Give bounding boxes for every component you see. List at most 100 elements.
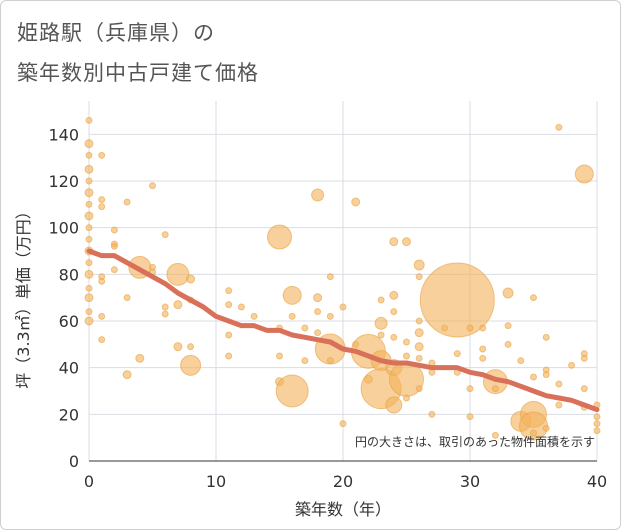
x-tick-label: 0	[84, 472, 94, 491]
data-bubble	[593, 420, 601, 428]
data-bubble	[593, 413, 601, 421]
data-bubble	[339, 420, 347, 428]
data-bubble	[415, 273, 423, 281]
data-bubble	[568, 361, 576, 369]
data-bubble	[402, 237, 411, 247]
data-bubble	[491, 385, 499, 393]
data-bubble	[403, 352, 410, 360]
data-bubble	[313, 293, 323, 303]
data-bubble	[267, 224, 292, 250]
data-bubble	[98, 151, 106, 159]
data-bubble	[98, 277, 106, 285]
data-bubble	[225, 301, 233, 309]
x-tick-labels: 0 10 20 30 40	[84, 472, 607, 491]
data-bubble	[275, 374, 309, 408]
data-bubble	[98, 203, 106, 211]
data-bubble	[110, 266, 118, 274]
y-tick-label: 80	[59, 265, 79, 284]
data-bubble	[479, 354, 487, 362]
data-bubble	[98, 336, 106, 344]
data-bubble	[530, 294, 537, 302]
data-bubble	[413, 259, 425, 271]
data-bubble	[84, 139, 94, 149]
data-bubble	[161, 231, 169, 239]
data-bubble	[377, 296, 385, 304]
data-bubble	[84, 293, 94, 303]
data-bubble	[428, 368, 436, 376]
data-bubble	[415, 354, 423, 362]
data-bubble	[326, 312, 334, 320]
y-tick-label: 0	[69, 452, 79, 471]
data-bubble	[580, 354, 588, 362]
x-tick-label: 20	[333, 472, 353, 491]
data-bubble	[374, 316, 388, 330]
data-bubble	[504, 322, 512, 330]
data-bubble	[414, 342, 424, 352]
data-bubble	[122, 370, 132, 380]
data-bubble	[351, 197, 361, 207]
data-bubble	[479, 345, 487, 353]
data-bubble	[225, 352, 233, 360]
data-bubble	[593, 427, 601, 435]
data-bubble	[187, 343, 195, 351]
data-bubble	[403, 394, 410, 402]
data-bubble	[466, 385, 474, 393]
data-bubble	[166, 262, 190, 286]
data-bubble	[250, 312, 258, 320]
data-bubble	[517, 357, 525, 365]
data-bubble	[390, 308, 398, 316]
data-bubble	[161, 303, 169, 311]
y-tick-label: 140	[48, 125, 79, 144]
data-bubble	[84, 316, 94, 326]
data-bubble	[555, 380, 563, 388]
data-bubble	[85, 259, 93, 267]
data-bubble	[314, 308, 322, 316]
data-bubble	[339, 303, 347, 311]
data-bubble	[530, 429, 537, 437]
data-bubble	[326, 357, 334, 365]
data-bubble	[84, 211, 94, 221]
data-bubble	[85, 284, 93, 292]
data-bubble	[282, 285, 302, 305]
y-tick-label: 60	[59, 312, 79, 331]
data-bubble	[173, 300, 183, 310]
data-bubble	[84, 269, 94, 279]
x-tick-label: 30	[460, 472, 480, 491]
data-bubble	[479, 324, 487, 332]
data-bubble	[186, 274, 196, 284]
data-bubble	[466, 413, 474, 421]
chart-title-line2: 築年数別中古戸建て価格	[17, 61, 259, 85]
data-bubble	[542, 371, 550, 379]
data-bubble	[542, 333, 550, 341]
data-bubble	[225, 287, 233, 295]
data-bubble	[555, 123, 563, 131]
data-bubble	[389, 237, 399, 247]
y-tick-labels: 0 20 40 60 80 100 120 140	[48, 125, 79, 471]
data-bubble	[314, 329, 322, 337]
data-bubble	[84, 188, 94, 198]
data-bubble	[85, 116, 93, 124]
bubble-size-note: 円の大きさは、取引のあった物件面積を示す	[355, 434, 595, 449]
data-bubble	[84, 164, 94, 174]
data-bubble	[415, 317, 423, 325]
data-bubble	[466, 324, 474, 332]
x-tick-label: 40	[587, 472, 607, 491]
data-bubble	[403, 338, 410, 346]
data-bubble	[530, 373, 537, 381]
data-bubble	[542, 424, 550, 432]
data-bubble	[173, 342, 183, 352]
data-bubble	[491, 431, 499, 439]
data-bubble	[123, 294, 131, 302]
data-bubble	[555, 401, 563, 409]
data-bubble	[110, 242, 118, 250]
data-bubble	[149, 182, 156, 190]
data-bubble	[288, 312, 296, 320]
data-bubble	[135, 353, 145, 363]
data-bubble	[85, 235, 93, 243]
trend-line	[86, 248, 600, 413]
y-tick-label: 40	[59, 359, 79, 378]
data-bubble	[85, 177, 93, 185]
y-axis-label: 坪（3.3㎡）単価（万円）	[14, 203, 33, 388]
chart-title-line1: 姫路駅（兵庫県）の	[17, 21, 215, 45]
